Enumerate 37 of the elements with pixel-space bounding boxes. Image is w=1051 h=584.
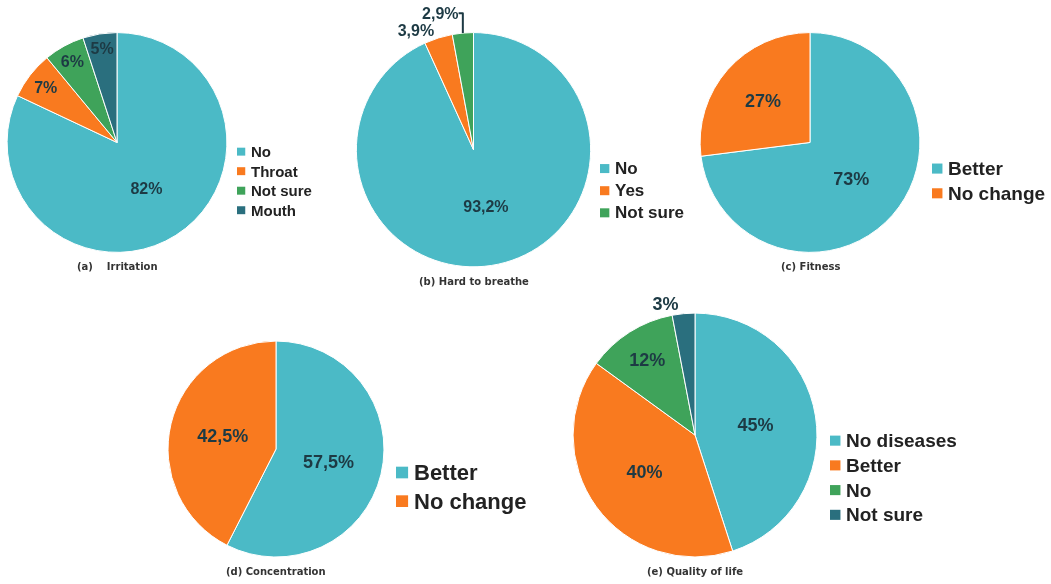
data-label: 40% bbox=[626, 461, 663, 482]
data-label: 3,9% bbox=[397, 21, 435, 39]
data-label: 2,9% bbox=[422, 4, 459, 22]
legend-label: No bbox=[846, 480, 872, 501]
data-label: 6% bbox=[60, 52, 84, 70]
data-label: 45% bbox=[737, 415, 774, 436]
data-label: 27% bbox=[744, 90, 781, 111]
data-label: 73% bbox=[833, 168, 870, 189]
data-label: 3% bbox=[652, 293, 679, 314]
legend-label: No bbox=[615, 159, 638, 178]
text: (c) Fitness bbox=[781, 261, 841, 272]
data-label: 5% bbox=[90, 40, 114, 58]
legend-label: No change bbox=[414, 489, 527, 514]
data-label: 93,2% bbox=[463, 198, 509, 216]
data-label: 42,5% bbox=[197, 426, 249, 447]
legend-label: No change bbox=[948, 183, 1046, 204]
text: (e) Quality of life bbox=[647, 566, 744, 577]
legend-label: No bbox=[251, 143, 271, 160]
legend-label: Not sure bbox=[615, 203, 684, 222]
legend-label: Mouth bbox=[251, 202, 296, 219]
pie-slice bbox=[6, 32, 228, 253]
text: (d) Concentration bbox=[226, 566, 326, 577]
legend-label: Better bbox=[846, 455, 902, 476]
pie-slice bbox=[700, 32, 921, 253]
data-label: 12% bbox=[629, 349, 666, 370]
legend-label: Better bbox=[414, 460, 479, 485]
text: (a) Irritation bbox=[77, 261, 158, 272]
data-label: 57,5% bbox=[302, 451, 355, 472]
legend-label: No diseases bbox=[846, 430, 957, 451]
data-label: 7% bbox=[34, 78, 58, 96]
data-label: 82% bbox=[130, 180, 163, 198]
legend-label: Yes bbox=[615, 181, 645, 200]
legend-label: Throat bbox=[251, 163, 298, 180]
legend-label: Better bbox=[948, 158, 1004, 179]
legend-label: Not sure bbox=[251, 182, 312, 199]
legend-label: Not sure bbox=[846, 504, 924, 525]
text: (b) Hard to breathe bbox=[419, 276, 530, 287]
